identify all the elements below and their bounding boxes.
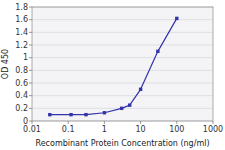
tick-label: 100	[169, 125, 184, 134]
line	[50, 18, 177, 114]
tick-label: 1.6	[15, 15, 28, 24]
series	[48, 17, 178, 117]
tick	[104, 121, 105, 124]
grid-line	[32, 70, 213, 71]
tick-label: 0.01	[23, 125, 41, 134]
tick	[29, 83, 32, 84]
grid-line	[32, 83, 213, 84]
tick	[140, 121, 141, 124]
frame	[32, 7, 213, 121]
tick	[29, 19, 32, 20]
marker	[103, 111, 106, 114]
marker	[84, 113, 87, 116]
tick-label: 1	[102, 125, 107, 134]
grid-line	[32, 19, 213, 20]
marker	[120, 107, 123, 110]
tick	[29, 7, 32, 8]
tick-label: 0.1	[62, 125, 75, 134]
tick	[29, 57, 32, 58]
marker	[175, 17, 178, 20]
tick-label: 0.2	[15, 104, 28, 113]
tick-label: 1000	[203, 125, 223, 134]
tick	[68, 121, 69, 124]
tick	[29, 108, 32, 109]
tick	[29, 121, 32, 122]
tick	[213, 121, 214, 124]
tick	[29, 95, 32, 96]
marker	[139, 88, 142, 91]
tick	[29, 70, 32, 71]
tick	[29, 45, 32, 46]
marker	[69, 113, 72, 116]
tick	[32, 121, 33, 124]
tick-label: 10	[136, 125, 146, 134]
plot-area	[32, 7, 213, 121]
y-axis-label: OD 450	[1, 49, 10, 79]
tick-label: 1	[23, 53, 28, 62]
marker	[128, 103, 131, 106]
tick-label: 0.4	[15, 91, 28, 100]
tick-label: 0.6	[15, 79, 28, 88]
chart: 00.20.40.60.811.21.41.61.80.010.11101001…	[0, 0, 225, 150]
grid-line	[32, 57, 213, 58]
marker	[156, 50, 159, 53]
x-axis-label: Recombinant Protein Concentration (ng/ml…	[35, 139, 209, 148]
tick-label: 0.8	[15, 66, 28, 75]
grid-line	[32, 32, 213, 33]
marker	[48, 113, 51, 116]
tick	[29, 32, 32, 33]
grid-line	[32, 95, 213, 96]
grid-line	[32, 45, 213, 46]
tick	[176, 121, 177, 124]
tick-label: 1.2	[15, 41, 28, 50]
tick-label: 1.8	[15, 3, 28, 12]
tick-label: 1.4	[15, 28, 28, 37]
